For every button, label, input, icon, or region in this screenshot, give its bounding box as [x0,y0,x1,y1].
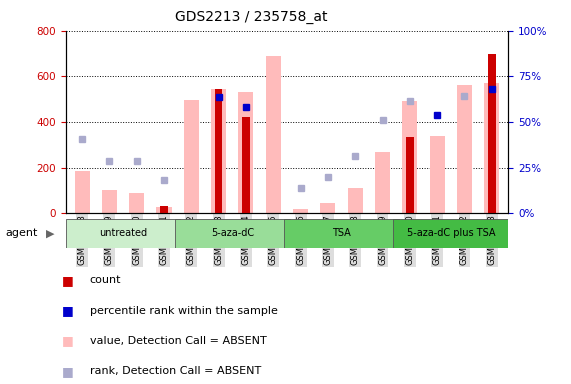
Bar [160,206,168,213]
Bar [488,53,496,213]
Text: ■: ■ [62,365,74,378]
Bar [284,219,399,248]
Bar [156,207,171,213]
Bar [393,219,508,248]
Text: ▶: ▶ [46,228,54,238]
Bar [266,56,281,213]
Text: count: count [90,275,121,285]
Bar [375,152,390,213]
Text: GDS2213 / 235758_at: GDS2213 / 235758_at [175,10,328,23]
Text: 5-aza-dC: 5-aza-dC [211,228,254,238]
Bar [242,118,250,213]
Text: TSA: TSA [332,228,351,238]
Text: agent: agent [6,228,38,238]
Bar [403,101,417,213]
Bar [429,136,445,213]
Bar [66,219,180,248]
Bar [406,137,413,213]
Bar [348,188,363,213]
Text: 5-aza-dC plus TSA: 5-aza-dC plus TSA [407,228,495,238]
Bar [102,190,117,213]
Bar [457,86,472,213]
Text: percentile rank within the sample: percentile rank within the sample [90,306,278,316]
Text: ■: ■ [62,273,74,286]
Text: ■: ■ [62,334,74,348]
Bar [239,92,254,213]
Text: ■: ■ [62,304,74,317]
Text: value, Detection Call = ABSENT: value, Detection Call = ABSENT [90,336,267,346]
Text: rank, Detection Call = ABSENT: rank, Detection Call = ABSENT [90,366,261,376]
Bar [75,171,90,213]
Bar [484,83,499,213]
Bar [320,203,335,213]
Bar [175,219,289,248]
Bar [211,89,226,213]
Bar [293,209,308,213]
Bar [184,100,199,213]
Text: untreated: untreated [99,228,147,238]
Bar [215,89,223,213]
Bar [129,193,144,213]
